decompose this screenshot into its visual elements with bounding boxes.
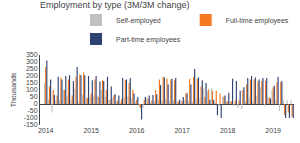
svg-text:2016: 2016 — [129, 127, 145, 134]
svg-text:0: 0 — [34, 100, 38, 107]
svg-text:2015: 2015 — [83, 127, 99, 134]
svg-text:300: 300 — [26, 58, 38, 65]
svg-text:100: 100 — [26, 86, 38, 93]
svg-text:Thousands: Thousands — [10, 72, 17, 107]
svg-text:Employment by type (3M/3M chan: Employment by type (3M/3M change) — [40, 0, 190, 10]
svg-text:Full-time employees: Full-time employees — [226, 17, 289, 25]
svg-text:50: 50 — [30, 93, 38, 100]
svg-text:250: 250 — [26, 65, 38, 72]
svg-text:-100: -100 — [24, 114, 38, 121]
svg-text:350: 350 — [26, 51, 38, 58]
svg-text:Part-time employees: Part-time employees — [116, 36, 181, 44]
svg-text:150: 150 — [26, 79, 38, 86]
svg-text:2017: 2017 — [174, 127, 190, 134]
svg-text:2018: 2018 — [220, 127, 236, 134]
svg-text:200: 200 — [26, 72, 38, 79]
svg-text:Self-employed: Self-employed — [116, 17, 161, 25]
svg-text:2014: 2014 — [38, 127, 54, 134]
svg-text:2019: 2019 — [265, 127, 281, 134]
svg-text:-150: -150 — [24, 121, 38, 128]
svg-text:-50: -50 — [27, 107, 37, 114]
